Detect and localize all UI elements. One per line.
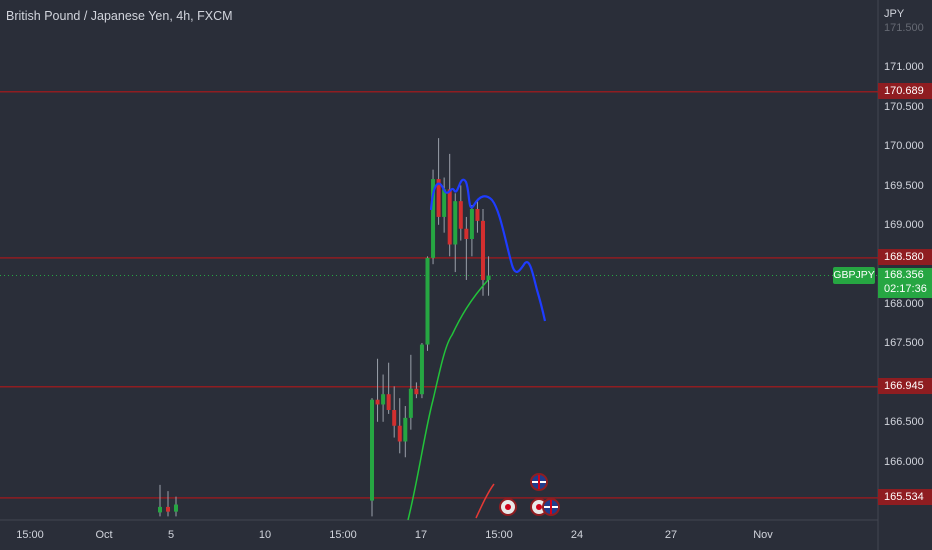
bullish-candle[interactable] <box>408 388 413 418</box>
time-tick: 15:00 <box>485 529 513 541</box>
bullish-candle[interactable] <box>419 344 424 395</box>
time-tick: Oct <box>95 529 113 541</box>
bullish-candle[interactable] <box>453 201 458 245</box>
time-tick: 15:00 <box>329 529 357 541</box>
price-tick: 170.500 <box>884 101 924 113</box>
bearish-candle[interactable] <box>436 179 441 217</box>
secondary-moving-average-line <box>475 483 495 519</box>
price-tick: 169.500 <box>884 180 924 192</box>
time-tick: 27 <box>664 529 678 541</box>
uk-flag-icon[interactable] <box>530 473 548 491</box>
hand-drawn-projection-curve[interactable] <box>429 178 547 322</box>
bullish-candle[interactable] <box>174 504 178 512</box>
price-tick: 167.500 <box>884 337 924 349</box>
moving-average-line <box>407 279 489 521</box>
current-price-badge: 168.356 02:17:36 <box>878 268 932 298</box>
bearish-candle[interactable] <box>375 399 380 405</box>
uk-flag-icon[interactable] <box>542 498 560 516</box>
current-price-value: 168.356 <box>884 269 924 281</box>
bearish-candle[interactable] <box>166 506 170 512</box>
price-axis-currency: JPY <box>884 8 905 20</box>
bearish-candle[interactable] <box>392 409 397 426</box>
level-label[interactable]: 168.580 <box>878 249 932 265</box>
bullish-candle[interactable] <box>442 189 447 217</box>
bullish-candle[interactable] <box>158 506 162 513</box>
bullish-candle[interactable] <box>431 179 436 258</box>
level-label[interactable]: 165.534 <box>878 489 932 505</box>
price-tick: 168.000 <box>884 298 924 310</box>
bearish-candle[interactable] <box>464 228 469 239</box>
bullish-candle[interactable] <box>425 257 430 345</box>
bearish-candle[interactable] <box>397 425 402 442</box>
price-tick: 166.000 <box>884 456 924 468</box>
time-tick: 17 <box>414 529 428 541</box>
price-tick: 171.000 <box>884 61 924 73</box>
bullish-candle[interactable] <box>486 275 491 280</box>
bullish-candle[interactable] <box>469 209 474 239</box>
symbol-tag: GBPJPY <box>833 267 875 284</box>
event-dot-icon[interactable] <box>499 498 517 516</box>
price-tick: 166.500 <box>884 416 924 428</box>
bullish-candle[interactable] <box>370 399 374 501</box>
bullish-candle[interactable] <box>403 417 408 442</box>
time-tick: 24 <box>570 529 584 541</box>
bearish-candle[interactable] <box>458 201 463 229</box>
time-tick: 10 <box>258 529 272 541</box>
price-tick: 170.000 <box>884 140 924 152</box>
time-tick: Nov <box>753 529 773 541</box>
bullish-candle[interactable] <box>381 394 386 405</box>
bearish-candle[interactable] <box>481 220 485 280</box>
price-tick: 169.000 <box>884 219 924 231</box>
bearish-candle[interactable] <box>414 388 419 395</box>
price-tick: 171.500 <box>884 22 924 34</box>
level-label[interactable]: 166.945 <box>878 378 932 394</box>
bar-countdown: 02:17:36 <box>884 283 927 295</box>
time-tick: 5 <box>167 529 175 541</box>
bearish-candle[interactable] <box>447 189 452 245</box>
chart-title: British Pound / Japanese Yen, 4h, FXCM <box>6 9 233 23</box>
bearish-candle[interactable] <box>475 209 480 221</box>
bearish-candle[interactable] <box>386 394 391 410</box>
time-tick: 15:00 <box>16 529 44 541</box>
level-label[interactable]: 170.689 <box>878 83 932 99</box>
